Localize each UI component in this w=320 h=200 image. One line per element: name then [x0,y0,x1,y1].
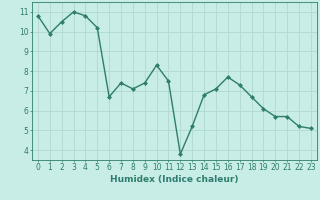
X-axis label: Humidex (Indice chaleur): Humidex (Indice chaleur) [110,175,239,184]
